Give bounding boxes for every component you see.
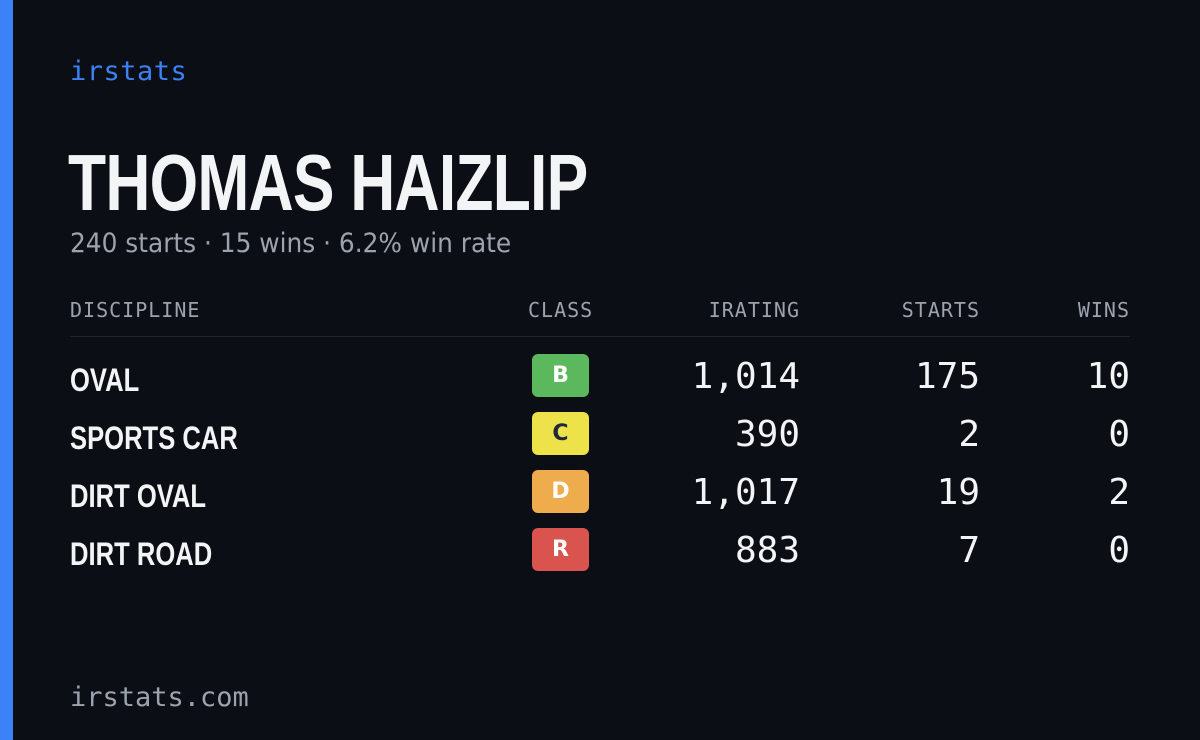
- table-row: DIRT ROAD R 883 7 0: [70, 528, 1130, 586]
- driver-name: THOMAS HAIZLIP: [68, 138, 588, 227]
- class-badge: D: [532, 470, 589, 513]
- brand-logo: irstats: [70, 56, 188, 87]
- table-row: SPORTS CAR C 390 2 0: [70, 412, 1130, 470]
- starts-value: 7: [958, 530, 980, 571]
- header-starts: STARTS: [901, 298, 980, 322]
- starts-value: 175: [914, 356, 980, 397]
- table-row: OVAL B 1,014 175 10: [70, 354, 1130, 412]
- discipline-name: SPORTS CAR: [70, 420, 238, 456]
- footer-url: irstats.com: [70, 682, 249, 713]
- irating-value: 1,017: [691, 472, 800, 513]
- starts-value: 19: [936, 472, 980, 513]
- header-wins: WINS: [1077, 298, 1130, 322]
- irating-value: 1,014: [691, 356, 800, 397]
- discipline-name: DIRT ROAD: [70, 536, 213, 572]
- accent-bar: [0, 0, 13, 740]
- header-irating: IRATING: [708, 298, 800, 322]
- irating-value: 883: [734, 530, 800, 571]
- discipline-name: DIRT OVAL: [70, 478, 207, 514]
- class-badge: B: [532, 354, 589, 397]
- class-badge: R: [532, 528, 589, 571]
- starts-value: 2: [958, 414, 980, 455]
- wins-value: 2: [1108, 472, 1130, 513]
- table-row: DIRT OVAL D 1,017 19 2: [70, 470, 1130, 528]
- class-badge: C: [532, 412, 589, 455]
- header-divider: [70, 336, 1130, 337]
- header-class: CLASS: [528, 298, 594, 322]
- header-discipline: DISCIPLINE: [70, 298, 201, 322]
- discipline-name: OVAL: [70, 362, 140, 398]
- wins-value: 0: [1108, 414, 1130, 455]
- driver-summary: 240 starts · 15 wins · 6.2% win rate: [70, 228, 512, 259]
- wins-value: 10: [1086, 356, 1130, 397]
- irating-value: 390: [734, 414, 800, 455]
- wins-value: 0: [1108, 530, 1130, 571]
